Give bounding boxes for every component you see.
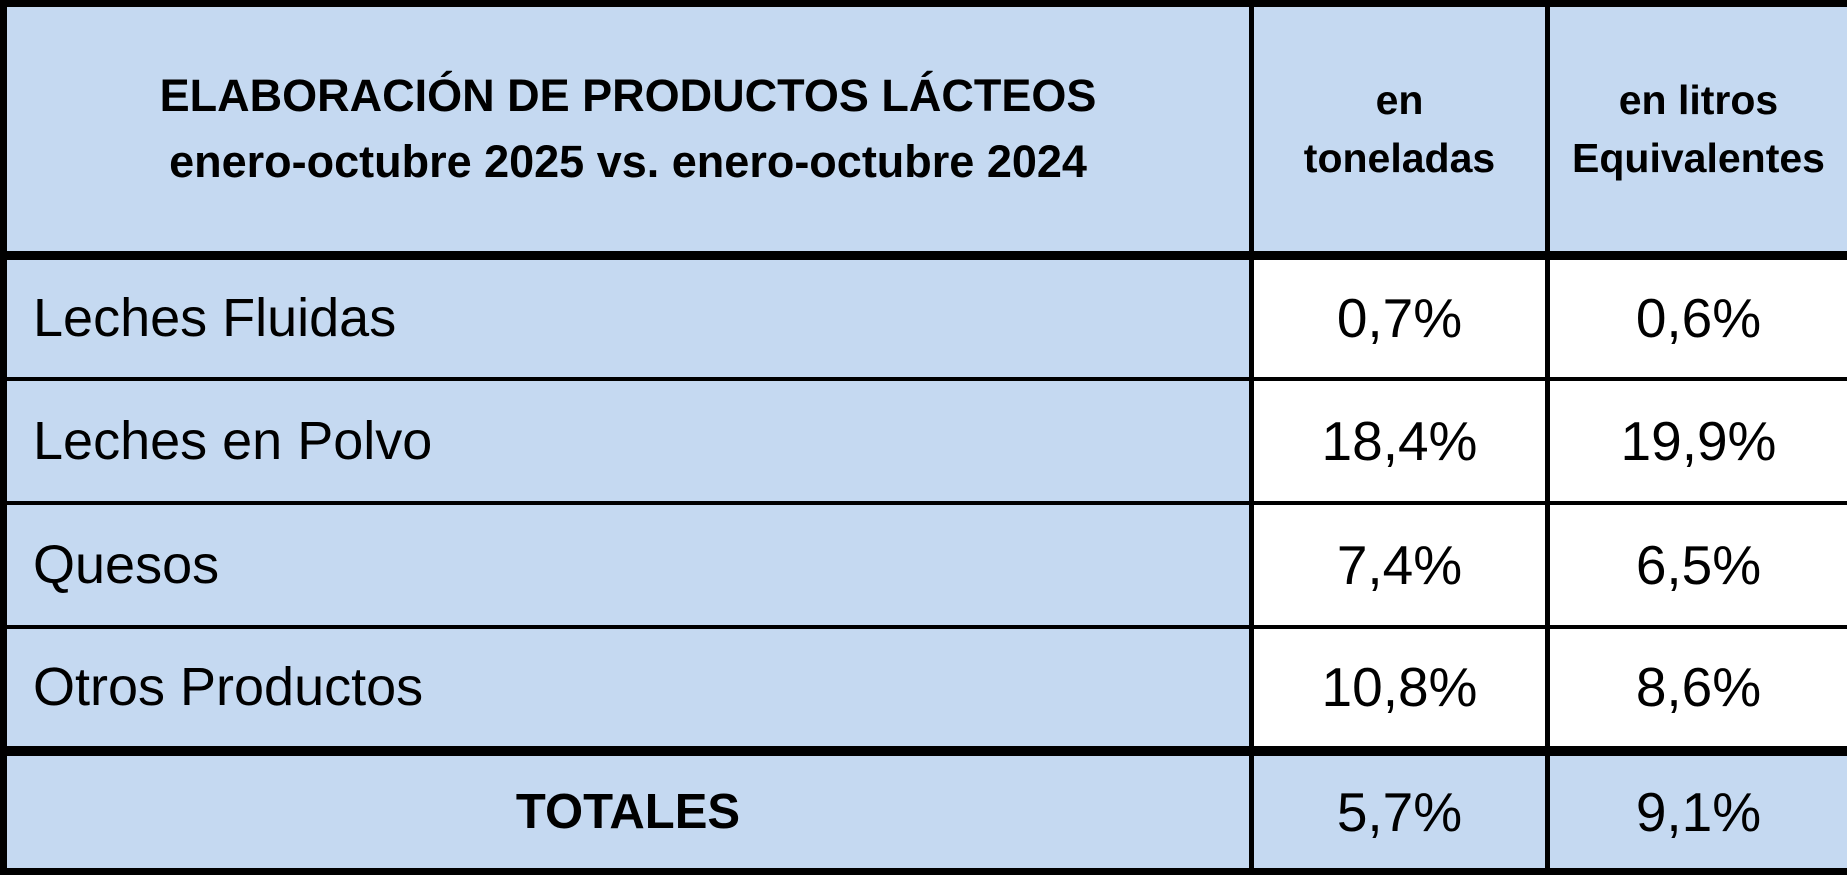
totals-label: TOTALES [1, 745, 1254, 874]
column-header-litros-line2: Equivalentes [1572, 134, 1825, 181]
row-label-otros-productos: Otros Productos [1, 624, 1254, 753]
header-row: ELABORACIÓN DE PRODUCTOS LÁCTEOS enero-o… [1, 1, 1847, 260]
totals-value-litros: 9,1% [1545, 745, 1847, 874]
table-title-cell: ELABORACIÓN DE PRODUCTOS LÁCTEOS enero-o… [1, 1, 1254, 260]
value-leches-fluidas-toneladas: 0,7% [1249, 253, 1550, 382]
column-header-toneladas: en toneladas [1249, 1, 1550, 260]
table-row: Quesos 7,4% 6,5% [1, 500, 1847, 629]
table-row: Leches Fluidas 0,7% 0,6% [1, 253, 1847, 382]
table-row: Otros Productos 10,8% 8,6% [1, 624, 1847, 753]
row-label-leches-en-polvo: Leches en Polvo [1, 377, 1254, 505]
column-header-litros: en litros Equivalentes [1545, 1, 1847, 260]
totals-value-toneladas: 5,7% [1249, 745, 1550, 874]
value-quesos-litros: 6,5% [1545, 500, 1847, 629]
table-title-line2: enero-octubre 2025 vs. enero-octubre 202… [169, 135, 1087, 187]
value-leches-en-polvo-litros: 19,9% [1545, 377, 1847, 505]
table-title-line1: ELABORACIÓN DE PRODUCTOS LÁCTEOS [159, 69, 1097, 121]
column-header-toneladas-line2: toneladas [1303, 134, 1496, 181]
value-quesos-toneladas: 7,4% [1249, 500, 1550, 629]
totals-row: TOTALES 5,7% 9,1% [1, 745, 1847, 874]
value-otros-productos-toneladas: 10,8% [1249, 624, 1550, 753]
value-leches-fluidas-litros: 0,6% [1545, 253, 1847, 382]
value-otros-productos-litros: 8,6% [1545, 624, 1847, 753]
row-label-quesos: Quesos [1, 500, 1254, 629]
column-header-toneladas-line1: en [1375, 76, 1424, 123]
value-leches-en-polvo-toneladas: 18,4% [1249, 377, 1550, 505]
table-row: Leches en Polvo 18,4% 19,9% [1, 377, 1847, 505]
column-header-litros-line1: en litros [1618, 76, 1779, 123]
row-label-leches-fluidas: Leches Fluidas [1, 253, 1254, 382]
